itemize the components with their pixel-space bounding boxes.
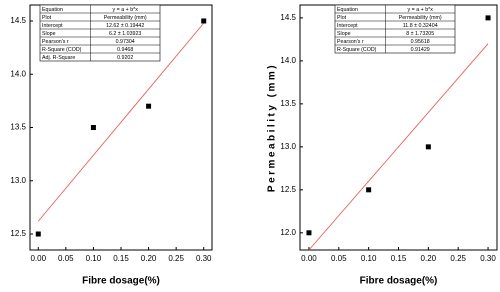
- data-point: [306, 230, 312, 236]
- x-tick-label: 0.25: [450, 254, 466, 263]
- data-point: [146, 103, 152, 109]
- table-cell: y = a + b*x: [408, 7, 434, 13]
- x-tick-label: 0.25: [168, 254, 184, 263]
- stats-table: [39, 4, 161, 62]
- data-point: [485, 15, 491, 21]
- table-cell: 6.2 ± 1.03923: [109, 31, 141, 37]
- fit-line: [308, 43, 489, 251]
- table-cell: 0.95618: [411, 39, 430, 45]
- y-tick-label: 13.0: [10, 176, 26, 185]
- x-tick-label: 0.05: [58, 254, 74, 263]
- table-cell: y = a + b*x: [113, 7, 139, 13]
- table-cell: Pearson's r: [337, 39, 364, 45]
- table-cell: 0.97304: [116, 39, 135, 45]
- x-tick-label: 0.30: [480, 254, 496, 263]
- y-tick-label: 13.5: [10, 123, 26, 132]
- y-tick-label: 13.5: [280, 99, 296, 108]
- table-cell: R-Square (COD): [42, 47, 82, 53]
- table-cell: 0.9468: [117, 47, 133, 53]
- y-tick-label: 14.5: [10, 16, 26, 25]
- table-cell: Adj. R-Square: [42, 55, 75, 61]
- x-tick-label: 0.15: [391, 254, 407, 263]
- table-cell: Intercept: [42, 23, 63, 29]
- x-tick-label: 0.20: [141, 254, 157, 263]
- table-cell: R-Square (COD): [337, 47, 377, 53]
- data-point: [425, 144, 431, 150]
- table-cell: Intercept: [337, 23, 358, 29]
- table-cell: Permeability (mm): [104, 15, 147, 21]
- data-point: [90, 125, 96, 130]
- data-point: [366, 187, 372, 193]
- y-axis-label: Permeability (mm): [267, 63, 278, 192]
- y-tick-label: 12.0: [280, 228, 296, 237]
- x-tick-label: 0.05: [331, 254, 347, 263]
- y-tick-label: 14.0: [10, 69, 26, 78]
- x-tick-label: 0.15: [113, 254, 129, 263]
- y-tick-label: 13.0: [280, 142, 296, 151]
- x-tick-label: 0.10: [361, 254, 377, 263]
- data-point: [201, 18, 207, 24]
- table-cell: Equation: [337, 7, 358, 13]
- table-cell: 8 ± 1.73205: [406, 31, 434, 37]
- table-cell: Pearson's r: [42, 39, 69, 45]
- y-tick-label: 14.0: [280, 56, 296, 65]
- x-tick-label: 0.20: [421, 254, 437, 263]
- x-tick-label: 0.00: [301, 254, 317, 263]
- x-tick-label: 0.30: [196, 254, 212, 263]
- table-cell: 0.9202: [117, 55, 133, 61]
- table-cell: Permeability (mm): [399, 15, 442, 21]
- x-axis-label: Fibre dosage(%): [360, 276, 438, 287]
- y-tick-label: 12.5: [280, 185, 296, 194]
- x-axis-label: Fibre dosage(%): [82, 276, 160, 287]
- x-tick-label: 0.10: [86, 254, 102, 263]
- table-cell: 0.91429: [411, 47, 430, 53]
- table-cell: Plot: [42, 15, 52, 21]
- table-cell: 11.8 ± 0.32404: [403, 23, 438, 29]
- table-cell: Slope: [42, 31, 56, 37]
- data-point: [35, 231, 41, 237]
- y-tick-label: 14.5: [280, 13, 296, 22]
- table-cell: Equation: [42, 7, 63, 13]
- fit-line: [37, 22, 205, 222]
- x-tick-label: 0.00: [30, 254, 46, 263]
- table-cell: Plot: [337, 15, 347, 21]
- y-tick-label: 12.5: [10, 229, 26, 238]
- table-cell: Slope: [337, 31, 351, 37]
- table-cell: 12.62 ± 0.19442: [106, 23, 144, 29]
